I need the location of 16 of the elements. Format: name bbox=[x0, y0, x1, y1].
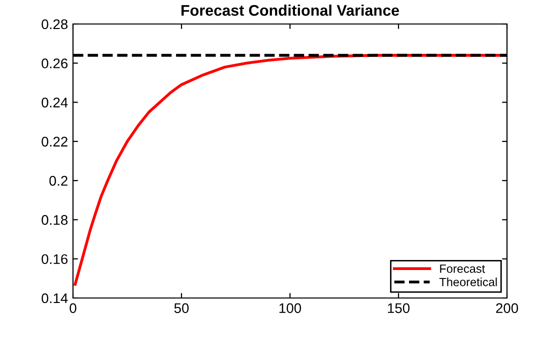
legend-label: Theoretical bbox=[439, 278, 497, 286]
x-tick-label: 100 bbox=[279, 303, 302, 314]
y-tick-label: 0.26 bbox=[42, 58, 68, 68]
x-tick-label: 50 bbox=[174, 303, 189, 314]
y-tick-label: 0.28 bbox=[42, 19, 68, 30]
chart-title: Forecast Conditional Variance bbox=[182, 4, 400, 16]
y-tick-label: 0.22 bbox=[42, 136, 68, 147]
y-tick-label: 0.16 bbox=[42, 254, 68, 264]
x-tick-label: 150 bbox=[388, 303, 410, 314]
y-tick-label: 0.14 bbox=[42, 293, 68, 304]
y-tick-label: 0.2 bbox=[49, 176, 68, 186]
y-tick-label: 0.24 bbox=[42, 98, 68, 108]
x-tick-label: 200 bbox=[496, 303, 518, 314]
legend-label: Forecast bbox=[440, 264, 485, 273]
y-tick-label: 0.18 bbox=[42, 215, 68, 225]
x-tick-label: 0 bbox=[70, 303, 76, 314]
